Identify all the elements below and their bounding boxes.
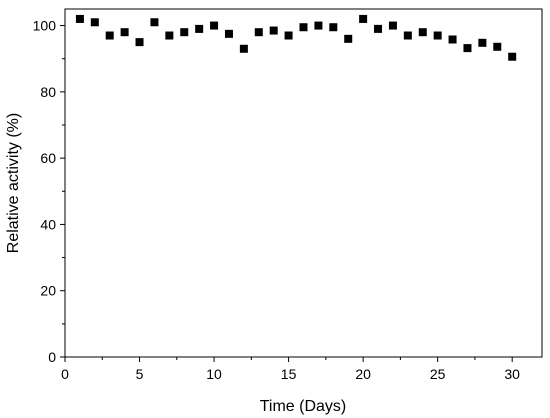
data-point bbox=[180, 28, 189, 37]
data-point bbox=[135, 38, 144, 47]
x-tick-label: 5 bbox=[136, 366, 144, 382]
data-point bbox=[433, 31, 442, 40]
data-point bbox=[359, 14, 368, 23]
data-point bbox=[388, 21, 397, 30]
y-axis-ticks: 0 20 40 60 80 100 bbox=[33, 18, 65, 365]
data-point bbox=[105, 31, 114, 40]
x-axis-title: Time (Days) bbox=[260, 398, 347, 415]
data-point bbox=[210, 21, 219, 30]
data-point bbox=[374, 24, 383, 33]
data-point bbox=[269, 26, 278, 35]
data-point bbox=[75, 14, 84, 23]
x-tick-label: 25 bbox=[430, 366, 446, 382]
y-tick-label: 40 bbox=[40, 216, 56, 232]
data-point bbox=[344, 34, 353, 43]
data-point bbox=[463, 44, 472, 53]
data-point bbox=[493, 42, 502, 51]
data-points bbox=[75, 14, 517, 61]
x-tick-label: 15 bbox=[281, 366, 297, 382]
data-point bbox=[254, 28, 263, 37]
data-point bbox=[120, 28, 129, 37]
data-point bbox=[478, 38, 487, 47]
y-tick-label: 0 bbox=[48, 349, 56, 365]
data-point bbox=[90, 18, 99, 27]
data-point bbox=[448, 35, 457, 44]
data-point bbox=[418, 28, 427, 37]
x-tick-label: 20 bbox=[355, 366, 371, 382]
y-tick-label: 80 bbox=[40, 84, 56, 100]
y-axis-title: Relative activity (%) bbox=[5, 113, 22, 253]
data-point bbox=[284, 31, 293, 40]
data-point bbox=[195, 24, 204, 33]
data-point bbox=[403, 31, 412, 40]
x-tick-label: 30 bbox=[504, 366, 520, 382]
data-point bbox=[224, 29, 233, 38]
data-point bbox=[165, 31, 174, 40]
x-tick-label: 10 bbox=[206, 366, 222, 382]
plot-frame bbox=[64, 8, 543, 358]
data-point bbox=[150, 18, 159, 27]
x-axis-ticks: 0 5 10 15 20 25 30 bbox=[61, 357, 520, 382]
y-tick-label: 60 bbox=[40, 150, 56, 166]
data-point bbox=[314, 21, 323, 30]
y-tick-label: 100 bbox=[33, 18, 57, 34]
x-tick-label: 0 bbox=[61, 366, 69, 382]
data-point bbox=[299, 23, 308, 32]
data-point bbox=[239, 44, 248, 53]
y-tick-label: 20 bbox=[40, 283, 56, 299]
data-point bbox=[329, 23, 338, 32]
data-point bbox=[508, 52, 517, 61]
